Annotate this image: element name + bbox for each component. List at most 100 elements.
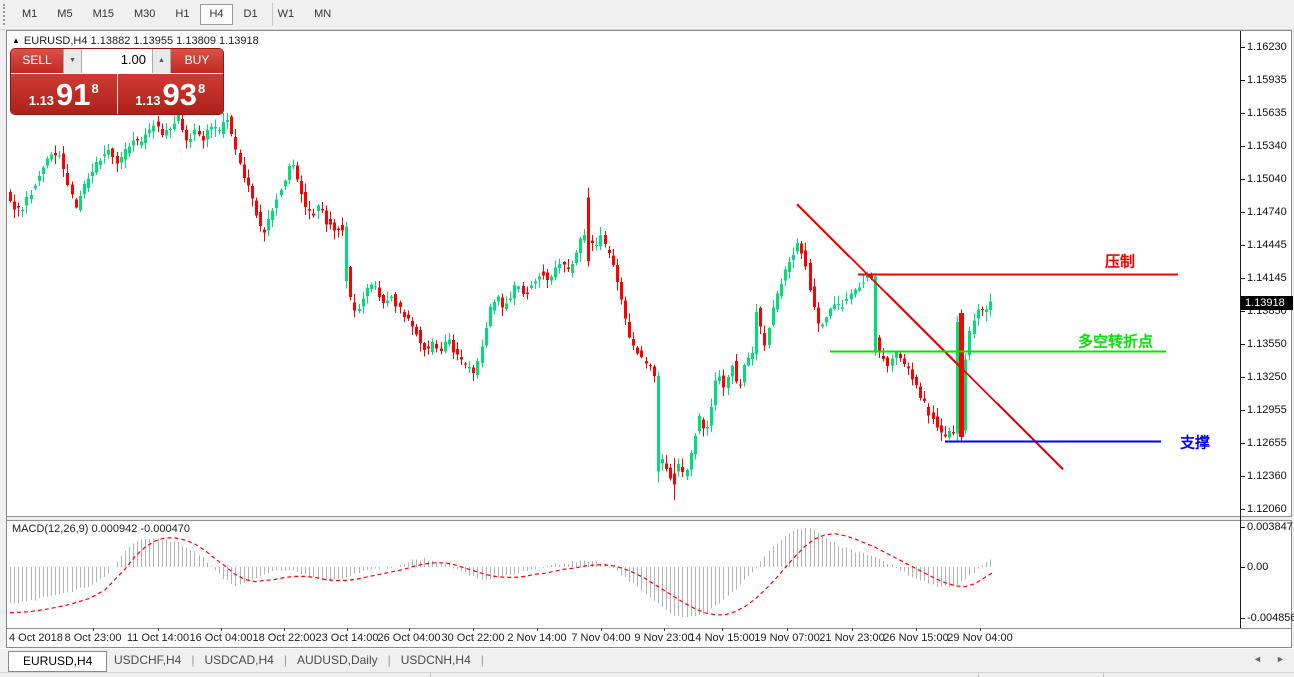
timeframe-button-mn[interactable]: MN — [314, 8, 332, 20]
volume-increase-button[interactable]: ▲ — [152, 49, 171, 73]
tab-usdcnh-h4[interactable]: USDCNH,H4 — [400, 653, 471, 667]
chart-title-text: EURUSD,H4 1.13882 1.13955 1.13809 1.1391… — [23, 35, 259, 47]
date-axis-label: 21 Nov 23:00 — [819, 632, 885, 644]
price-axis-label: 1.12360 — [1247, 469, 1287, 482]
tab-usdchf-h4[interactable]: USDCHF,H4 — [114, 653, 182, 667]
price-axis-tick — [1240, 79, 1245, 81]
tab-audusd-daily[interactable]: AUDUSD,Daily — [296, 653, 378, 667]
price-axis-label: 1.14145 — [1247, 271, 1287, 284]
date-axis-label: 8 Oct 23:00 — [64, 632, 122, 644]
date-axis-label: 11 Oct 14:00 — [126, 632, 190, 644]
price-axis-tick — [1240, 377, 1245, 379]
buy-price-sup: 8 — [198, 80, 206, 96]
pivot-line[interactable]: 多空转折点 — [830, 333, 1166, 353]
support-line-label: 支撑 — [1179, 434, 1210, 452]
pane-splitter-lower — [7, 520, 1292, 521]
timeframe-button-d1[interactable]: D1 — [243, 8, 258, 20]
price-axis-label: 1.12655 — [1247, 437, 1287, 450]
chart-tab-bar: EURUSD,H4 USDCHF,H4 | USDCAD,H4 | AUDUSD,Dai… — [0, 648, 1294, 673]
price-axis-label: 1.14445 — [1247, 238, 1287, 251]
volume-decrease-button[interactable]: ▼ — [63, 49, 82, 73]
price-axis-tick — [1240, 475, 1245, 477]
sell-price-sup: 8 — [91, 80, 99, 96]
date-axis-label: 26 Oct 04:00 — [377, 632, 441, 644]
price-axis-label: 1.15340 — [1247, 139, 1287, 152]
tab-separator: | — [387, 653, 391, 667]
macd-indicator-label: MACD(12,26,9) 0.000942 -0.000470 — [12, 523, 190, 535]
macd-indicator-canvas[interactable] — [7, 520, 1240, 628]
timeframe-button-h4[interactable]: H4 — [200, 4, 233, 25]
support-line[interactable]: 支撑 — [945, 434, 1210, 452]
macd-axis-label: -0.004856 — [1247, 611, 1294, 624]
buy-button[interactable]: BUY — [171, 49, 223, 73]
price-axis-divider — [1240, 31, 1241, 628]
price-axis-tick — [1240, 145, 1245, 147]
pane-splitter[interactable] — [7, 516, 1292, 517]
toolbar-grip-icon[interactable] — [3, 4, 8, 25]
spinner-down-icon: ▼ — [69, 57, 76, 64]
price-axis-tick — [1240, 409, 1245, 411]
price-axis-tick — [1240, 212, 1245, 214]
volume-input[interactable]: 1.00 — [82, 49, 152, 73]
price-axis-label: 1.12060 — [1247, 502, 1287, 515]
timeframe-button-m1[interactable]: M1 — [22, 8, 38, 20]
tab-active-symbol[interactable]: EURUSD,H4 — [8, 651, 108, 672]
timeframe-button-h1[interactable]: H1 — [175, 8, 190, 20]
price-axis-label: 1.12955 — [1247, 403, 1287, 416]
price-axis-tick — [1240, 112, 1245, 114]
price-axis-tick — [1240, 47, 1245, 48]
spinner-up-icon: ▲ — [158, 57, 165, 64]
symbol-marker-icon: ▲ — [12, 36, 20, 45]
price-axis-tick — [1240, 508, 1245, 510]
price-axis-tick — [1240, 244, 1245, 246]
buy-price-display[interactable]: 1.13 93 8 — [118, 74, 224, 114]
price-axis-tick — [1240, 443, 1245, 445]
price-axis-label: 1.15635 — [1247, 106, 1287, 119]
pane-splitter-gap — [7, 517, 1292, 520]
sell-button[interactable]: SELL — [11, 49, 63, 73]
resistance-line[interactable]: 压制 — [858, 253, 1178, 276]
chart-title: ▲ EURUSD,H4 1.13882 1.13955 1.13809 1.139… — [12, 35, 259, 47]
status-bar — [0, 672, 1294, 677]
date-axis-label: 29 Nov 04:00 — [947, 632, 1013, 644]
date-axis-label: 30 Oct 22:00 — [441, 632, 505, 644]
tab-scroll-left-icon[interactable]: ◄ — [1253, 654, 1262, 664]
price-axis-tick — [1240, 178, 1245, 180]
tab-scroll-right-icon[interactable]: ► — [1276, 654, 1285, 664]
sell-price-display[interactable]: 1.13 91 8 — [11, 74, 118, 114]
timeframe-button-m15[interactable]: M15 — [92, 8, 114, 20]
timeframe-button-m5[interactable]: M5 — [57, 8, 73, 20]
date-axis-label: 26 Nov 15:00 — [883, 632, 949, 644]
price-axis-label: 1.15935 — [1247, 73, 1287, 86]
date-axis[interactable]: 4 Oct 2018 8 Oct 23:00 11 Oct 14:00 16 Oct … — [7, 628, 1240, 648]
toolbar-separator — [272, 3, 273, 26]
buy-price-big: 93 — [162, 76, 198, 112]
price-axis-tick — [1240, 277, 1245, 279]
price-axis-tick — [1240, 343, 1245, 345]
timeframe-buttons: M1 M5 M15 M30 H1 H4 D1 W1 MN — [12, 0, 341, 25]
one-click-trade-panel: SELL ▼ 1.00 ▲ BUY 1.13 91 8 1.13 93 8 — [10, 48, 224, 115]
date-axis-label: 9 Nov 23:00 — [634, 632, 694, 644]
timeframe-button-m30[interactable]: M30 — [133, 8, 156, 20]
date-axis-label: 23 Oct 14:00 — [315, 632, 379, 644]
date-axis-label: 16 Oct 04:00 — [189, 632, 253, 644]
date-axis-label: 14 Nov 15:00 — [689, 632, 755, 644]
tab-usdcad-h4[interactable]: USDCAD,H4 — [204, 653, 274, 667]
tab-separator: | — [283, 653, 287, 667]
price-axis-tick — [1240, 310, 1245, 312]
date-axis-label: 19 Nov 07:00 — [754, 632, 820, 644]
price-axis-label: 1.13550 — [1247, 337, 1287, 350]
price-axis-label: 1.15040 — [1247, 172, 1287, 185]
downtrend-line[interactable] — [796, 203, 1064, 470]
buy-price-small: 1.13 — [135, 92, 161, 108]
tab-list: USDCHF,H4 | USDCAD,H4 | AUDUSD,Daily | USDCNH,… — [104, 649, 484, 671]
tab-separator: | — [191, 653, 195, 667]
price-axis-label: 1.14740 — [1247, 206, 1287, 219]
date-axis-label: 7 Nov 04:00 — [571, 632, 631, 644]
timeframe-button-w1[interactable]: W1 — [277, 8, 295, 20]
timeframe-toolbar: M1 M5 M15 M30 H1 H4 D1 W1 MN — [0, 0, 1294, 30]
sell-price-big: 91 — [56, 76, 91, 112]
tab-separator: | — [480, 653, 484, 667]
